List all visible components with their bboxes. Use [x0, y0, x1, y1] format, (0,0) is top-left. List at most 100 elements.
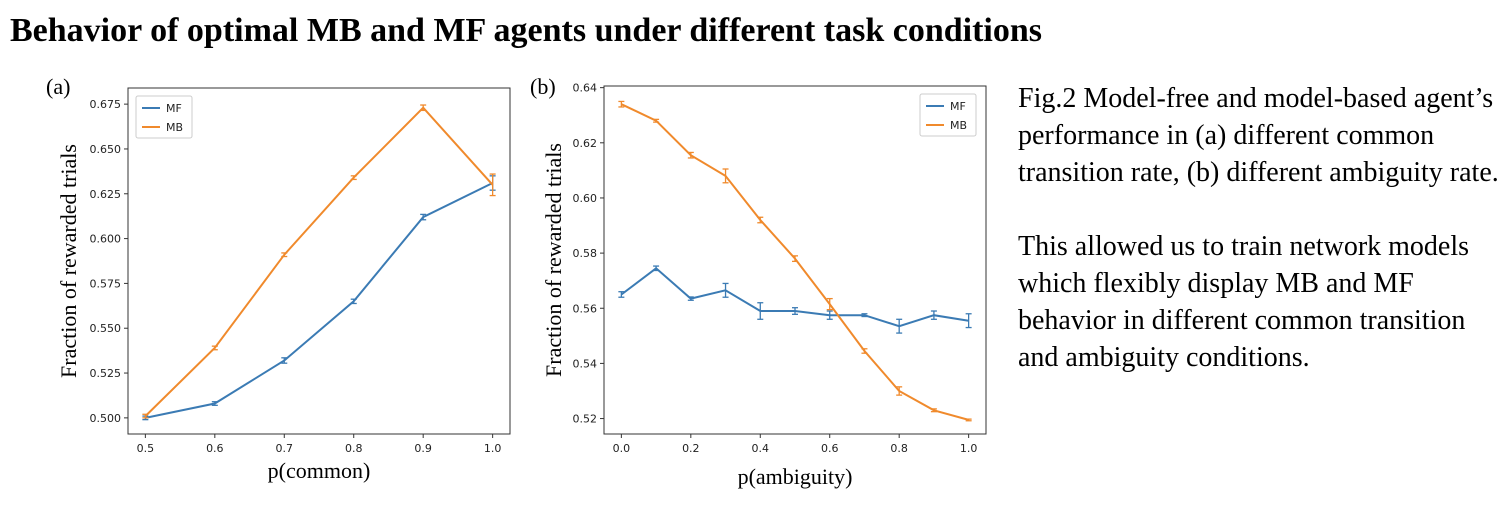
error-bar	[653, 265, 660, 272]
x-tick-label: 1.0	[960, 442, 978, 455]
error-bar	[792, 255, 798, 263]
x-tick: 0.6	[206, 434, 224, 455]
y-tick: 0.550	[90, 322, 128, 335]
error-bar	[653, 118, 660, 123]
series-mb	[142, 104, 496, 419]
error-bar	[211, 345, 218, 351]
x-tick-label: 0.4	[752, 442, 770, 455]
series-mf	[618, 265, 972, 334]
legend-label: MB	[950, 119, 967, 132]
y-tick-label: 0.60	[573, 192, 598, 205]
error-bar	[420, 213, 427, 221]
error-bar	[896, 386, 903, 396]
error-bar	[861, 348, 868, 354]
y-tick: 0.675	[90, 98, 128, 111]
legend-item-mf: MF	[926, 100, 966, 113]
legend: MF MB	[135, 95, 193, 139]
error-bar	[687, 151, 694, 159]
y-tick: 0.600	[90, 233, 128, 246]
legend-label: MB	[166, 121, 183, 134]
x-tick: 0.5	[137, 434, 155, 455]
error-bar	[281, 357, 288, 364]
legend-label: MF	[950, 100, 966, 113]
y-tick: 0.62	[573, 137, 604, 150]
panel-label-a: (a)	[46, 74, 71, 99]
y-tick: 0.500	[90, 412, 128, 425]
figure-caption: Fig.2 Model-free and model-based agent’s…	[1018, 80, 1508, 377]
x-tick: 1.0	[484, 434, 502, 455]
legend-label: MF	[166, 102, 182, 115]
y-tick: 0.625	[90, 188, 128, 201]
x-tick: 0.6	[821, 434, 839, 455]
error-bar	[861, 313, 868, 318]
x-tick-label: 0.8	[345, 442, 363, 455]
series-line-mf	[145, 182, 494, 419]
y-tick-label: 0.675	[90, 98, 122, 111]
y-tick: 0.56	[573, 302, 604, 315]
x-tick-label: 0.6	[206, 442, 224, 455]
error-bar	[142, 413, 149, 419]
y-tick-label: 0.600	[90, 233, 122, 246]
y-tick-label: 0.56	[573, 302, 598, 315]
error-bar	[618, 100, 625, 108]
error-bar	[420, 104, 427, 112]
error-bar	[757, 302, 764, 320]
y-tick: 0.54	[573, 357, 604, 370]
x-tick-label: 0.9	[414, 442, 432, 455]
x-tick-label: 0.0	[613, 442, 631, 455]
error-bar	[211, 401, 218, 406]
error-bar	[792, 307, 798, 315]
y-tick-label: 0.64	[573, 82, 598, 95]
x-tick-label: 0.7	[276, 442, 294, 455]
x-tick-label: 0.5	[137, 442, 155, 455]
x-tick: 0.0	[613, 434, 631, 455]
x-tick: 0.7	[276, 434, 294, 455]
error-bar	[896, 318, 903, 334]
x-tick: 0.9	[414, 434, 432, 455]
y-tick: 0.64	[573, 82, 604, 95]
x-tick-label: 0.2	[682, 442, 700, 455]
error-bar	[930, 310, 937, 320]
series-line-mb	[144, 106, 494, 417]
caption-paragraph-1: Fig.2 Model-free and model-based agent’s…	[1018, 83, 1499, 189]
x-tick: 0.8	[345, 434, 363, 455]
figure-title: Behavior of optimal MB and MF agents und…	[10, 12, 1043, 49]
y-tick: 0.525	[90, 367, 128, 380]
error-bar	[826, 297, 833, 311]
x-tick-label: 1.0	[484, 442, 502, 455]
y-tick: 0.575	[90, 277, 128, 290]
x-tick-label: 0.6	[821, 442, 839, 455]
error-bar	[281, 252, 288, 258]
x-tick-label: 0.8	[890, 442, 908, 455]
x-tick: 0.8	[890, 434, 908, 455]
error-bar	[350, 298, 357, 305]
y-tick-label: 0.650	[90, 143, 122, 156]
y-tick-label: 0.62	[573, 137, 598, 150]
y-tick: 0.58	[573, 247, 604, 260]
y-tick: 0.60	[573, 192, 604, 205]
x-tick: 0.2	[682, 434, 700, 455]
error-bar	[722, 168, 729, 184]
error-bar	[826, 310, 833, 320]
error-bar	[965, 418, 972, 422]
y-tick-label: 0.525	[90, 367, 122, 380]
x-tick: 1.0	[960, 434, 978, 455]
error-bar	[930, 408, 937, 413]
legend-item-mb: MB	[926, 119, 967, 132]
y-tick-label: 0.58	[573, 247, 598, 260]
y-axis-label: Fraction of rewarded trials	[56, 144, 81, 378]
y-tick-label: 0.500	[90, 412, 122, 425]
y-tick-label: 0.52	[573, 413, 598, 426]
y-tick: 0.650	[90, 143, 128, 156]
legend-item-mb: MB	[142, 121, 183, 134]
y-axis-label: Fraction of rewarded trials	[541, 143, 566, 377]
error-bar	[757, 216, 764, 224]
y-tick-label: 0.54	[573, 357, 598, 370]
error-bar	[618, 291, 625, 298]
error-bar	[722, 282, 729, 298]
series-mb	[618, 100, 972, 422]
legend-item-mf: MF	[142, 102, 182, 115]
error-bar	[687, 296, 694, 301]
